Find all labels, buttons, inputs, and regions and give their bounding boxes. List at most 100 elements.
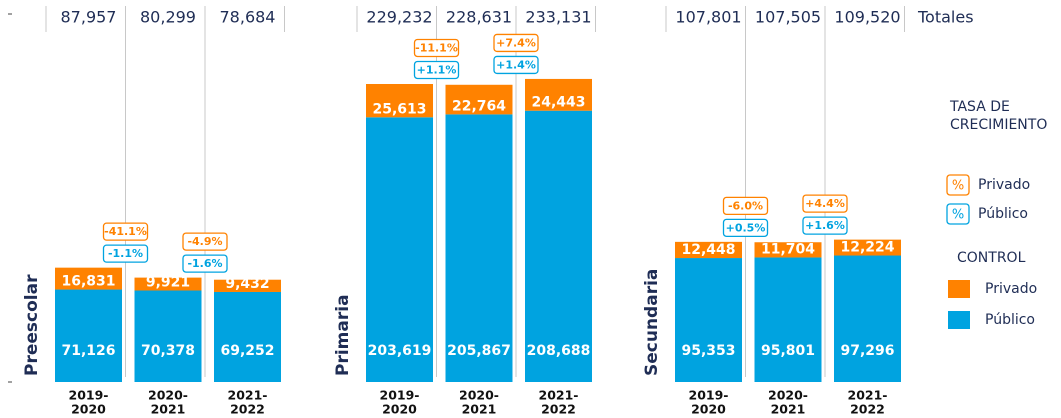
x-tick-label: 2021: [151, 402, 186, 417]
x-tick-label: 2021-: [539, 388, 579, 403]
bar-publico: [445, 114, 513, 383]
bar-publico: [55, 289, 122, 382]
growth-box: [182, 232, 228, 251]
total-label: 87,957: [61, 8, 117, 27]
growth-label: +7.4%: [496, 36, 536, 49]
panel-title: Secundaria: [642, 269, 662, 376]
bar-publico: [525, 110, 592, 382]
legend-swatch: [948, 311, 970, 329]
panel-title: Primaria: [333, 294, 353, 376]
value-label: 97,296: [840, 343, 894, 359]
x-tick-label: 2021-: [848, 388, 888, 403]
value-label: 11,704: [761, 241, 815, 257]
legend-growth-symbol: %: [952, 179, 964, 194]
x-tick-label: 2020: [71, 402, 106, 417]
value-label: 95,801: [761, 343, 815, 359]
legend-label: Privado: [978, 177, 1030, 193]
x-tick-label: 2019-: [380, 388, 420, 403]
growth-label: -11.1%: [415, 41, 458, 54]
growth-box: [802, 216, 848, 235]
bar-publico: [834, 255, 901, 382]
growth-label: +1.6%: [805, 219, 845, 232]
x-tick-label: 2020: [691, 402, 726, 417]
growth-label: +1.4%: [496, 58, 536, 71]
x-tick-label: 2020-: [768, 388, 808, 403]
value-label: 9,432: [225, 276, 269, 292]
panel-title: Preescolar: [22, 274, 42, 376]
x-tick-label: 2020-: [148, 388, 188, 403]
bar-publico: [675, 258, 742, 382]
growth-label: +1.1%: [417, 63, 457, 76]
total-label: 80,299: [140, 8, 196, 27]
x-tick-label: 2021-: [228, 388, 268, 403]
value-label: 25,613: [372, 101, 426, 117]
legend-title: TASA DE: [949, 99, 1010, 115]
growth-box: [493, 33, 539, 53]
value-label: 208,688: [527, 343, 591, 359]
x-tick-label: 2019-: [69, 388, 109, 403]
growth-box: [413, 38, 460, 58]
legend-title: CRECIMIENTO: [950, 117, 1047, 133]
x-tick-label: 2021: [462, 402, 497, 417]
bar-privado: [754, 242, 822, 258]
growth-box: [722, 196, 769, 216]
growth-box: [182, 254, 228, 273]
totals-label: Totales: [917, 8, 974, 27]
growth-box: [493, 55, 539, 75]
total-label: 107,801: [675, 8, 741, 27]
bar-privado: [214, 279, 281, 292]
legend-label: Privado: [985, 281, 1037, 297]
value-label: 24,443: [531, 95, 585, 111]
bar-privado: [366, 83, 433, 118]
value-label: 203,619: [368, 343, 432, 359]
bar-publico: [754, 257, 822, 382]
x-tick-label: 2022: [230, 402, 265, 417]
growth-label: -4.9%: [187, 235, 222, 248]
legend-growth-box: [946, 174, 970, 196]
growth-box: [802, 194, 848, 213]
legend-label: Público: [978, 206, 1028, 222]
growth-box: [722, 218, 769, 238]
bar-publico: [214, 291, 281, 382]
growth-label: +0.5%: [726, 221, 766, 234]
value-label: 205,867: [447, 343, 511, 359]
legend-label: Público: [985, 312, 1035, 328]
value-label: 70,378: [141, 343, 195, 359]
x-tick-label: 2020: [382, 402, 417, 417]
value-label: 95,353: [681, 343, 735, 359]
x-tick-label: 2019-: [689, 388, 729, 403]
value-label: 9,921: [146, 275, 190, 291]
x-tick-label: 2022: [541, 402, 576, 417]
growth-label: -41.1%: [104, 225, 147, 238]
x-tick-label: 2021: [771, 402, 806, 417]
growth-box: [102, 222, 149, 241]
bar-privado: [134, 277, 202, 291]
total-label: 233,131: [525, 8, 591, 27]
total-label: 107,505: [755, 8, 821, 27]
growth-label: -1.6%: [187, 257, 222, 270]
total-label: 78,684: [220, 8, 276, 27]
value-label: 69,252: [220, 343, 274, 359]
x-tick-label: 2020-: [459, 388, 499, 403]
legend-swatch: [948, 280, 970, 298]
total-label: 109,520: [834, 8, 900, 27]
x-tick-label: 2022: [850, 402, 885, 417]
bar-privado: [445, 84, 513, 115]
bar-privado: [55, 267, 122, 290]
total-label: 229,232: [366, 8, 432, 27]
bar-publico: [366, 117, 433, 383]
legend-growth-box: [946, 203, 970, 225]
value-label: 71,126: [61, 343, 115, 359]
growth-box: [413, 60, 460, 80]
bar-publico: [134, 290, 202, 382]
bar-privado: [525, 78, 592, 111]
growth-label: -6.0%: [728, 199, 763, 212]
value-label: 16,831: [61, 274, 115, 290]
growth-label: -1.1%: [108, 247, 143, 260]
total-label: 228,631: [446, 8, 512, 27]
growth-box: [102, 244, 149, 263]
bar-privado: [675, 241, 742, 259]
legend-title: CONTROL: [957, 250, 1026, 266]
bar-privado: [834, 239, 901, 256]
